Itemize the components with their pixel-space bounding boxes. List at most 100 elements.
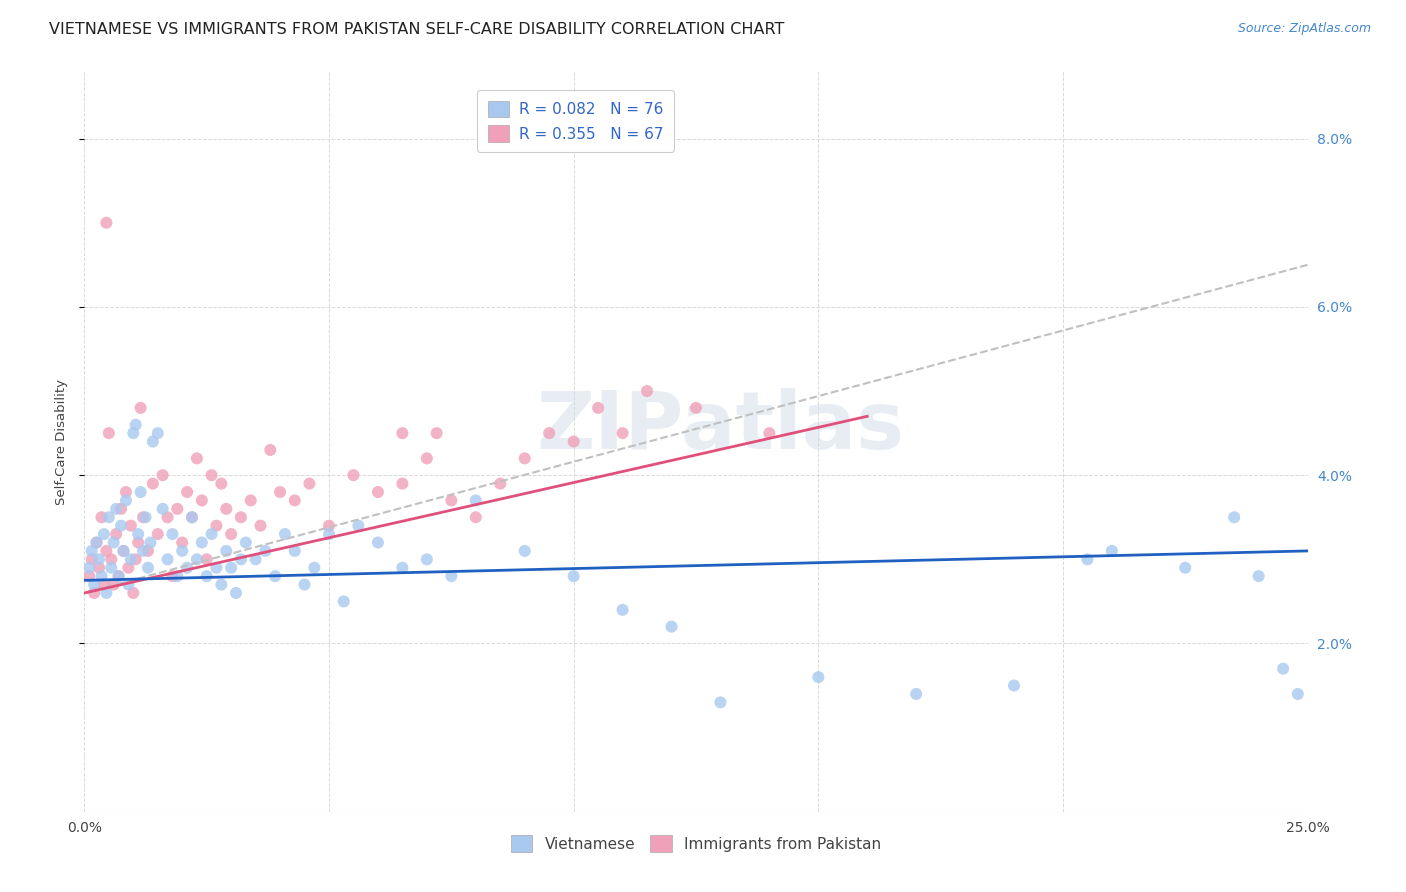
Point [249, 518, 271, 533]
Point [1286, 687, 1309, 701]
Point [191, 535, 214, 549]
Point [156, 510, 179, 524]
Point [440, 569, 463, 583]
Point [367, 485, 389, 500]
Point [489, 476, 512, 491]
Point [136, 560, 159, 574]
Point [685, 401, 707, 415]
Point [93, 527, 115, 541]
Point [110, 518, 132, 533]
Point [166, 501, 188, 516]
Point [103, 577, 125, 591]
Point [254, 544, 277, 558]
Point [391, 476, 413, 491]
Point [209, 577, 232, 591]
Point [122, 426, 145, 441]
Point [391, 560, 413, 574]
Point [304, 560, 326, 574]
Point [132, 510, 155, 524]
Point [90, 569, 112, 583]
Point [209, 476, 232, 491]
Point [135, 510, 157, 524]
Point [86, 535, 108, 549]
Point [562, 434, 585, 449]
Point [120, 518, 142, 533]
Point [181, 510, 204, 524]
Point [139, 535, 162, 549]
Point [229, 552, 252, 566]
Point [96, 586, 118, 600]
Point [464, 493, 486, 508]
Point [86, 535, 108, 549]
Point [83, 586, 105, 600]
Point [347, 518, 370, 533]
Point [905, 687, 928, 701]
Point [264, 569, 287, 583]
Point [191, 493, 214, 508]
Point [115, 493, 138, 508]
Point [83, 577, 105, 591]
Point [112, 544, 135, 558]
Point [612, 603, 634, 617]
Point [215, 501, 238, 516]
Point [181, 510, 204, 524]
Point [205, 560, 228, 574]
Point [80, 552, 103, 566]
Point [136, 544, 159, 558]
Text: ZIPatlas: ZIPatlas [536, 388, 904, 466]
Point [709, 695, 731, 709]
Point [87, 552, 110, 566]
Point [274, 527, 297, 541]
Point [186, 552, 208, 566]
Point [215, 544, 238, 558]
Point [87, 560, 110, 574]
Point [125, 552, 148, 566]
Point [162, 569, 184, 583]
Point [1247, 569, 1270, 583]
Point [110, 501, 132, 516]
Text: Source: ZipAtlas.com: Source: ZipAtlas.com [1237, 22, 1371, 36]
Point [122, 586, 145, 600]
Point [416, 552, 439, 566]
Point [129, 401, 152, 415]
Point [367, 535, 389, 549]
Point [77, 560, 100, 574]
Point [1272, 662, 1295, 676]
Point [318, 527, 340, 541]
Point [96, 216, 118, 230]
Point [807, 670, 830, 684]
Point [176, 485, 198, 500]
Point [245, 552, 267, 566]
Point [93, 577, 115, 591]
Point [162, 527, 184, 541]
Point [342, 468, 364, 483]
Point [117, 560, 139, 574]
Point [112, 544, 135, 558]
Point [661, 619, 683, 633]
Point [80, 544, 103, 558]
Point [186, 451, 208, 466]
Point [166, 569, 188, 583]
Point [152, 468, 174, 483]
Point [97, 510, 120, 524]
Point [284, 544, 307, 558]
Legend: Vietnamese, Immigrants from Pakistan: Vietnamese, Immigrants from Pakistan [503, 828, 889, 860]
Point [562, 569, 585, 583]
Point [235, 535, 257, 549]
Point [318, 518, 340, 533]
Point [513, 544, 536, 558]
Point [195, 569, 218, 583]
Point [125, 417, 148, 432]
Point [105, 501, 128, 516]
Point [100, 552, 122, 566]
Point [195, 552, 218, 566]
Point [107, 569, 129, 583]
Point [115, 485, 138, 500]
Point [538, 426, 561, 441]
Point [77, 569, 100, 583]
Point [259, 442, 281, 457]
Point [142, 434, 165, 449]
Point [239, 493, 262, 508]
Point [152, 501, 174, 516]
Point [219, 560, 242, 574]
